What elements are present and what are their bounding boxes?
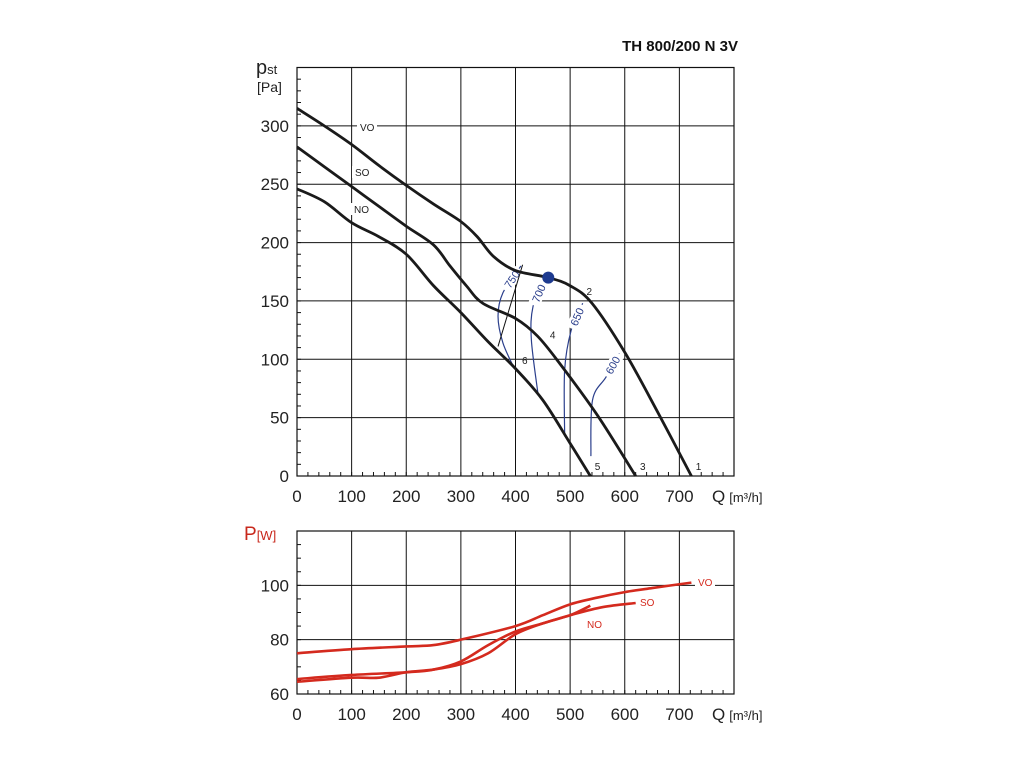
- x-axis-unit: [m³/h]: [729, 708, 762, 723]
- point-label: 2: [587, 287, 593, 298]
- point-label: 3: [640, 462, 646, 473]
- pressure-curve-so: [296, 145, 637, 477]
- y-tick-label: 0: [280, 467, 289, 486]
- point-label: 5: [595, 462, 601, 473]
- series-label-bg: [584, 618, 604, 630]
- power-curve-vo: [296, 581, 692, 655]
- y-tick-label: 100: [261, 576, 289, 595]
- series-label: VO: [698, 578, 713, 589]
- power-axis-label: P[W]: [244, 524, 276, 545]
- point-label: 1: [696, 462, 702, 473]
- y-tick-label: 250: [261, 175, 289, 194]
- series-label-bg: [352, 166, 372, 178]
- x-tick-label: 100: [337, 705, 365, 724]
- x-tick-label: 400: [501, 487, 529, 506]
- x-tick-label: 400: [501, 705, 529, 724]
- series-label-bg: [695, 576, 715, 588]
- series-label: SO: [355, 168, 370, 179]
- pressure-curve-vo: [296, 107, 693, 477]
- series-label: SO: [640, 598, 655, 609]
- y-tick-label: 300: [261, 117, 289, 136]
- x-tick-label: 100: [337, 487, 365, 506]
- y-tick-label: 60: [270, 685, 289, 704]
- x-axis-label: Q [m³/h]: [712, 705, 762, 724]
- pressure-unit-label: [Pa]: [257, 79, 282, 95]
- system-line: [497, 264, 524, 347]
- x-tick-label: 200: [392, 487, 420, 506]
- operating-point: [542, 271, 555, 284]
- rpm-label-bg: [566, 302, 588, 331]
- x-axis-name: Q: [712, 487, 725, 506]
- pressure-chart: 0 100 200 300 400 500 600 700 0 50 100 150 200 250 300…: [261, 66, 762, 506]
- pressure-curve-no: [296, 187, 592, 477]
- rpm-label-bg: [528, 279, 550, 308]
- x-tick-label: 700: [665, 705, 693, 724]
- point-label: 4: [550, 330, 556, 341]
- point-label: 6: [522, 356, 528, 367]
- x-tick-label: 200: [392, 705, 420, 724]
- series-label-bg: [637, 596, 657, 608]
- rpm-label-bg: [601, 350, 625, 380]
- power-chart: 0 100 200 300 400 500 600 700 60 80 100 Q [m³/h] VO SO…: [261, 530, 762, 724]
- x-tick-label: 700: [665, 487, 693, 506]
- y-tick-label: 150: [261, 292, 289, 311]
- x-axis-unit: [m³/h]: [729, 490, 762, 505]
- x-tick-label: 600: [611, 705, 639, 724]
- pressure-axis-label: pst: [256, 57, 278, 79]
- x-tick-label: 300: [447, 705, 475, 724]
- x-tick-label: 0: [292, 705, 301, 724]
- power-curve-so: [296, 601, 636, 681]
- x-axis-name: Q: [712, 705, 725, 724]
- x-tick-label: 500: [556, 487, 584, 506]
- series-label-bg: [357, 121, 377, 133]
- y-tick-label: 50: [270, 409, 289, 428]
- x-axis-label: Q [m³/h]: [712, 487, 762, 506]
- x-tick-label: 500: [556, 705, 584, 724]
- y-tick-label: 200: [261, 234, 289, 253]
- x-tick-label: 0: [292, 487, 301, 506]
- power-curve-no: [296, 604, 591, 684]
- x-tick-label: 600: [611, 487, 639, 506]
- y-tick-label: 80: [270, 631, 289, 650]
- x-tick-label: 300: [447, 487, 475, 506]
- series-label: NO: [354, 205, 369, 216]
- series-label-bg: [351, 203, 371, 215]
- y-tick-label: 100: [261, 350, 289, 369]
- series-label: VO: [360, 123, 375, 134]
- series-label: NO: [587, 620, 602, 631]
- chart-title: TH 800/200 N 3V: [622, 38, 738, 55]
